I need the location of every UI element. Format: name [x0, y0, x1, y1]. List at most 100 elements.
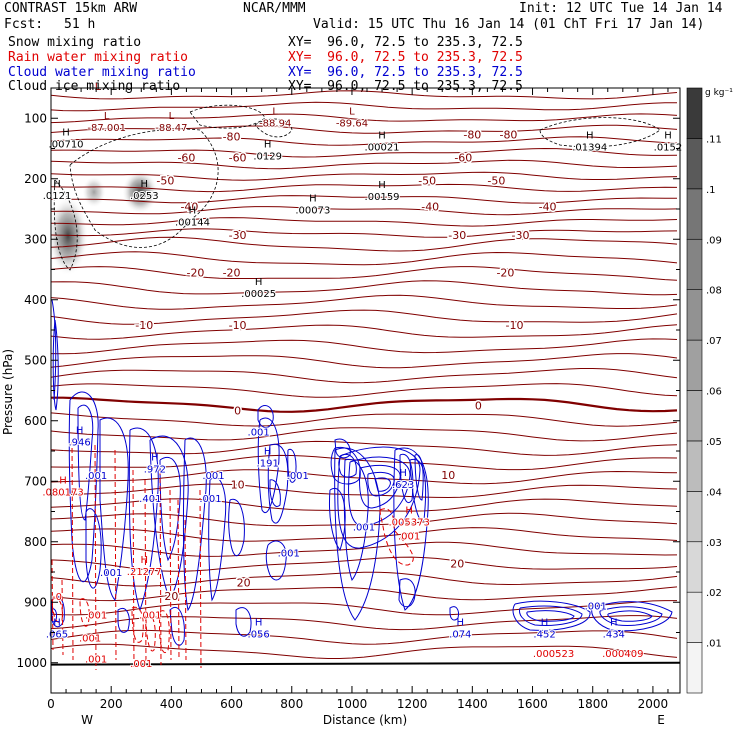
extremum-value: .623: [392, 480, 414, 491]
rain-contour: [51, 597, 63, 623]
cloud-water-contour: [85, 508, 102, 589]
extremum-marker: H: [255, 617, 263, 628]
cloud-water-contour: [265, 540, 287, 581]
colorbar-swatch: [686, 289, 703, 341]
y-axis-label: Pressure (hPa): [1, 349, 15, 435]
isotherm-label: -10: [229, 319, 247, 332]
isotherm-label: 20: [237, 576, 251, 589]
colorbar-swatch: [686, 87, 703, 139]
rain-contour: [159, 610, 170, 653]
x-tick-label: 0: [47, 697, 55, 711]
contour-value-label: .001: [79, 633, 101, 644]
rain-contour: [94, 444, 97, 671]
isotherm-line: [51, 124, 678, 134]
rain-contour: [145, 613, 156, 652]
extremum-marker: H: [457, 617, 465, 628]
rain-field-xy: XY= 96.0, 72.5 to 235.3, 72.5: [288, 50, 523, 65]
cloud-water-contour: [334, 438, 351, 459]
isotherm-label: -20: [496, 267, 514, 280]
y-tick-label: 800: [24, 535, 47, 549]
extremum-value: .01394: [572, 142, 607, 153]
isotherm-label: -50: [418, 175, 436, 188]
extremum-value: .972: [144, 464, 166, 475]
isotherm-label: -30: [512, 229, 530, 242]
colorbar-swatch: [686, 591, 703, 643]
isotherm-label: -40: [539, 201, 557, 214]
cloud-ice-contour: [53, 179, 78, 271]
valid-time: Valid: 15 UTC Thu 16 Jan 14 (01 ChT Fri …: [313, 17, 705, 32]
extremum-marker: H: [76, 426, 84, 437]
contour-value-label: .001: [199, 494, 221, 505]
cloud-water-contour: [159, 457, 181, 562]
cloud-water-contours: [51, 299, 673, 646]
x-axis-label: Distance (km): [323, 713, 407, 727]
rain-contour: [177, 499, 180, 661]
isotherm-label: -60: [229, 152, 247, 165]
rain-contour: [379, 508, 414, 566]
extremum-value: .00159: [365, 192, 400, 203]
extremum-marker: H: [59, 475, 67, 486]
extremum-value: .000409: [602, 649, 643, 660]
extremum-marker: H: [255, 277, 263, 288]
isotherm-label: -50: [156, 175, 174, 188]
extremum-value: .21277: [127, 567, 162, 578]
cloud-water-contour: [409, 458, 427, 522]
isotherm-line: [51, 643, 678, 659]
extremum-marker: L: [272, 106, 278, 117]
extremum-marker: H: [378, 180, 386, 191]
contour-value-label: .001: [85, 655, 107, 666]
contour-value-label: .001: [100, 568, 122, 579]
cloud-water-contour: [269, 479, 281, 507]
extremum-value: .065: [46, 629, 68, 640]
isotherm-label: -80: [223, 130, 241, 143]
y-tick-label: 200: [24, 172, 47, 186]
isotherm-label: 10: [231, 478, 245, 491]
isotherm-line: [51, 90, 678, 100]
extremum-marker: H: [141, 555, 149, 566]
extremum-marker: H: [664, 130, 672, 141]
cloud-water-contour: [367, 471, 395, 497]
cloud-water-contour: [68, 391, 99, 583]
isotherm-line: [51, 412, 678, 427]
east-label: E: [657, 713, 665, 727]
colorbar: .01 .02 .03 .04 .05 .06 .07 .08 .09 .1 .11: [686, 87, 722, 694]
contour-value-label: .001: [202, 471, 224, 482]
extremum-marker: H: [309, 193, 317, 204]
y-tick-label: 400: [24, 293, 47, 307]
cloud-ice-contour: [189, 104, 266, 129]
organization-label: NCAR/MMM: [243, 1, 306, 16]
x-tick-label: 1400: [457, 697, 488, 711]
x-tick-label: 800: [280, 697, 303, 711]
cloud-ice-contours: [53, 104, 661, 271]
isotherm-line: [51, 217, 678, 227]
snow-shade-blob: [122, 170, 158, 214]
extremum-value: .00144: [175, 217, 210, 228]
cloud-water-field-xy: XY= 96.0, 72.5 to 235.3, 72.5: [288, 65, 523, 80]
y-tick-label: 500: [24, 353, 47, 367]
rain-contour: [199, 489, 202, 669]
cloud-water-contour: [77, 404, 94, 521]
contour-value-label: .001: [139, 610, 161, 621]
cloud-water-contour: [334, 447, 381, 621]
rain-contour: [114, 449, 117, 661]
y-tick-label: 1000: [16, 656, 47, 670]
extremum-marker: H: [53, 617, 61, 628]
isotherm-line: [51, 280, 678, 296]
extremum-marker: H: [378, 130, 386, 141]
extremum-marker: H: [586, 130, 594, 141]
contour-value-label: .401: [139, 494, 161, 505]
x-tick-label: 1800: [577, 697, 608, 711]
colorbar-swatch: [686, 642, 703, 694]
cloud-water-contour: [235, 607, 252, 637]
isotherm-line: [51, 251, 678, 266]
colorbar-level-label: .01: [706, 639, 722, 650]
isotherm-line: [51, 556, 678, 572]
extremum-value: .000523: [533, 649, 574, 660]
extremum-value: .056: [248, 629, 270, 640]
ground-line: [51, 661, 680, 666]
contour-labels: -80 -80-80-60 -60 -60-50 -50 -50-40 -40 -40-30-…: [41, 82, 683, 671]
x-tick-label: 1200: [397, 697, 428, 711]
temperature-contours: [51, 90, 680, 666]
extremum-value: -88.47: [155, 123, 187, 134]
extremum-value: .00073: [295, 205, 330, 216]
